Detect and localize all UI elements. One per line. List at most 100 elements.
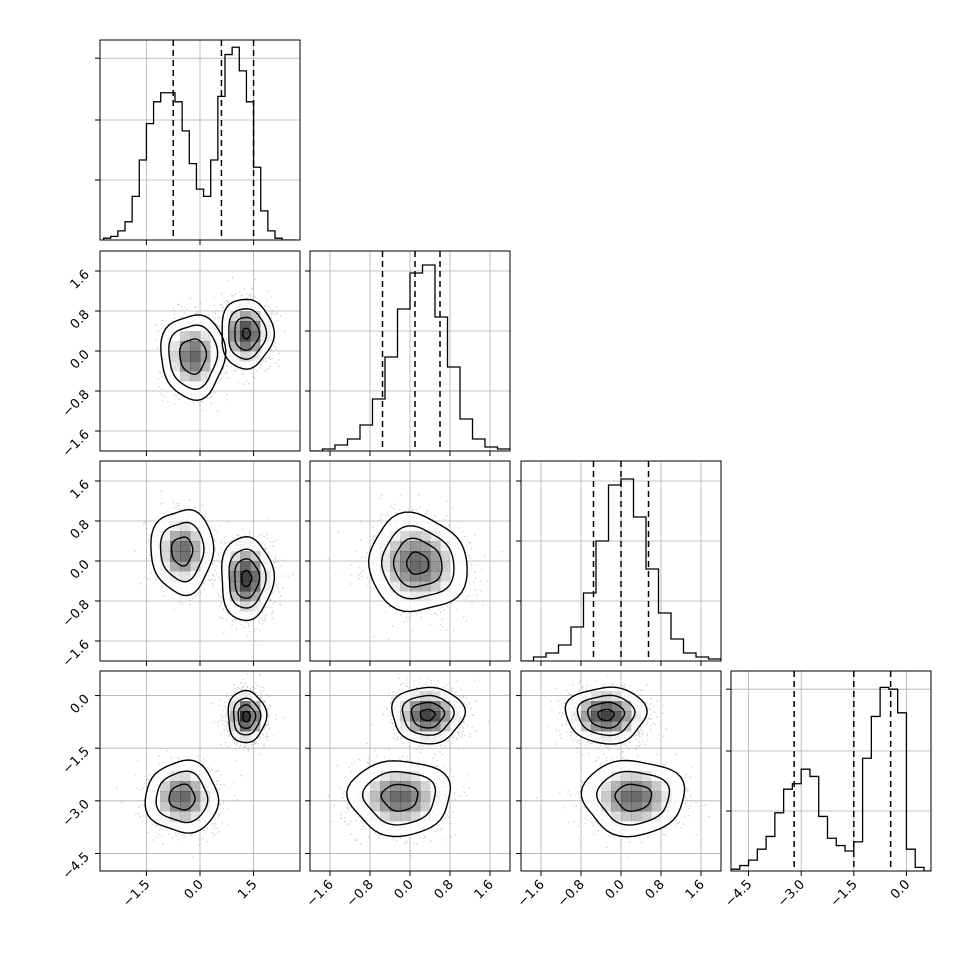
density-cell (601, 711, 612, 722)
density-cell (400, 781, 411, 792)
density-cell (591, 711, 602, 722)
contour-line (587, 701, 626, 729)
density-cell (651, 811, 662, 822)
density-cell (621, 801, 632, 812)
density-cell (420, 711, 431, 722)
density-cell (210, 351, 220, 361)
contour-line (346, 760, 452, 838)
density-cell (641, 771, 652, 782)
density-cell (621, 771, 632, 782)
density-cell (430, 701, 441, 712)
density-cell (190, 341, 201, 352)
density-cell (440, 721, 451, 732)
density-cell (390, 811, 401, 822)
density-cell (631, 711, 642, 722)
density-cell (250, 551, 261, 562)
density-cell (230, 591, 241, 602)
density-cell (420, 701, 431, 712)
density-cell (160, 791, 171, 802)
density-cell (230, 341, 241, 352)
y-tick-label: 1.6 (68, 477, 93, 502)
density-cell (430, 581, 441, 592)
x-tick-label: 0.8 (432, 877, 457, 902)
density-cell (400, 561, 411, 572)
contour-line (228, 548, 267, 609)
scatter-panel-3-2 (305, 460, 511, 666)
x-tick-label: −4.5 (722, 877, 755, 910)
y-tick-label: 1.6 (68, 267, 93, 292)
density-cell (601, 721, 612, 732)
contour-line (150, 508, 215, 597)
density-cell (190, 371, 201, 382)
contour-line (159, 521, 205, 583)
histogram-line (310, 264, 510, 451)
density-cell (400, 711, 411, 722)
panel-frame (730, 670, 932, 872)
density-cell (601, 791, 612, 802)
density-cell (410, 581, 421, 592)
density-cell (380, 801, 391, 812)
density-cell (180, 771, 191, 782)
x-tick-label: −0.8 (344, 877, 377, 910)
scatter-panel-4-1 (95, 670, 301, 876)
density-cell (601, 701, 612, 712)
contour-line (237, 704, 257, 730)
density-cell (170, 801, 181, 812)
contour-line (168, 783, 196, 811)
contour-line (401, 694, 455, 736)
density-cell (430, 541, 441, 552)
scatter-points (327, 677, 490, 857)
density-cell (631, 811, 642, 822)
density-cell (621, 711, 632, 722)
density-cell (230, 561, 241, 572)
density-cell (400, 771, 411, 782)
density-cell (230, 711, 241, 722)
density-cell (621, 791, 632, 802)
density-cell (440, 541, 451, 552)
x-tick-label: −1.6 (515, 877, 548, 910)
density-cell (410, 811, 421, 822)
density-cell (180, 811, 191, 822)
density-cell (370, 801, 381, 812)
contour-line (221, 298, 276, 370)
density-cell (410, 801, 421, 812)
density-cell (250, 581, 261, 592)
density-cell (440, 711, 451, 722)
density-cell (390, 771, 401, 782)
density-cell (410, 531, 421, 542)
density-cell (160, 801, 171, 812)
density-cell (190, 541, 201, 552)
contour-line (240, 569, 253, 588)
density-cell (611, 801, 622, 812)
density-cell (180, 371, 191, 382)
density-cell (631, 791, 642, 802)
density-cell (170, 341, 181, 352)
histogram-panel-4 (726, 670, 932, 876)
density-cell (420, 571, 431, 582)
density-cell (180, 341, 191, 352)
y-tick-label: −1.6 (60, 427, 93, 460)
contour-line (170, 536, 194, 567)
scatter-panel-2-1 (95, 250, 301, 456)
density-cell (180, 531, 191, 542)
density-cell (180, 521, 191, 532)
density-cell (390, 571, 401, 582)
density-cell (621, 721, 632, 732)
density-cell (420, 531, 431, 542)
contour-line (144, 759, 220, 834)
density-cell (631, 781, 642, 792)
density-cell (661, 791, 672, 802)
density-cell (190, 551, 201, 562)
density-cell (250, 311, 261, 322)
density-cell (180, 351, 191, 362)
density-cell (390, 781, 401, 792)
density-cell (440, 571, 451, 582)
density-cell (651, 791, 662, 802)
contour-line (361, 770, 437, 826)
density-cell (440, 701, 451, 712)
density-cell (390, 541, 401, 552)
x-tick-label: 0.0 (603, 877, 628, 902)
scatter-panel-3-1 (95, 460, 301, 666)
density-cell (400, 571, 411, 582)
contour-line (564, 686, 648, 745)
